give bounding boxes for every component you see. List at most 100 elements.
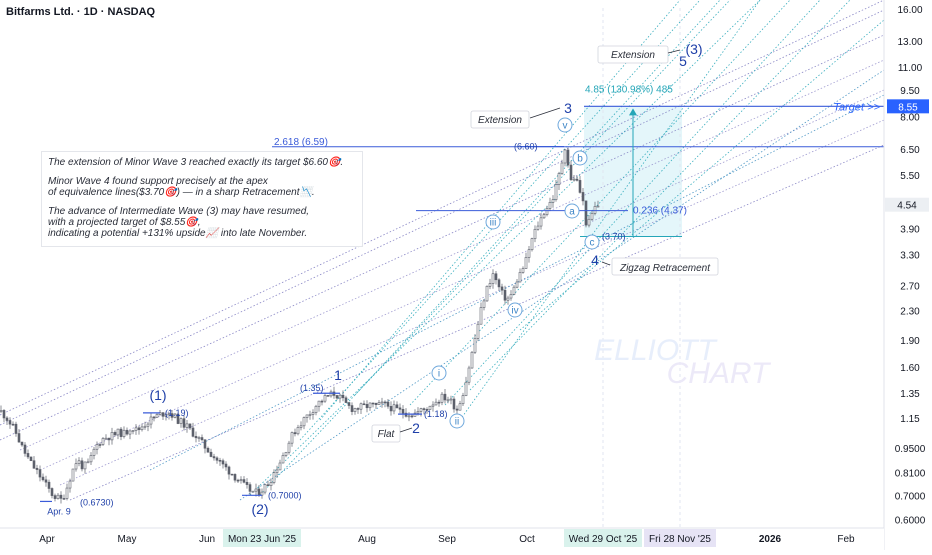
x-tick-label: 2026 (759, 534, 782, 545)
candle-body (497, 279, 501, 288)
price-label-4: (1.35) (300, 383, 324, 393)
candle-body (311, 412, 315, 415)
y-tick-label: 16.00 (897, 5, 922, 16)
candle-body (290, 432, 294, 444)
channel-line-13 (319, 0, 681, 421)
candle-body (431, 404, 435, 407)
candle-body (101, 438, 105, 445)
callout-label-4: Zigzag Retracement (619, 263, 711, 274)
candle-body (482, 300, 486, 308)
candle-body (419, 408, 423, 412)
candle-body (524, 257, 528, 269)
candle-body (209, 451, 213, 457)
candle-body (308, 414, 312, 416)
candle-body (272, 472, 276, 483)
candle-body (182, 418, 186, 428)
candle-body (443, 393, 447, 401)
candle-body (56, 494, 60, 499)
candle-body (398, 407, 402, 410)
candle-body (233, 474, 237, 481)
channel-line-11 (259, 0, 731, 496)
wave-label-v: v (563, 121, 568, 132)
wave-circle-v (557, 117, 573, 133)
candle-body (119, 428, 123, 437)
chart-title: Bitfarms Ltd. · 1D · NASDAQ (6, 6, 156, 18)
candle-body (23, 444, 27, 454)
candle-body (275, 469, 279, 473)
watermark-line-2: CHART (667, 357, 772, 390)
candle-body (59, 494, 63, 499)
candle-body (461, 395, 465, 405)
candle-body (281, 455, 285, 464)
candle-body (392, 404, 396, 412)
price-label-1: (0.6730) (80, 497, 114, 507)
candle-body (500, 286, 504, 291)
candle-body (503, 289, 507, 301)
candle-body (377, 402, 381, 405)
channel-line-8 (149, 94, 885, 471)
watermark-line-1: ELLIOTT (594, 334, 718, 367)
candle-body (590, 213, 594, 220)
candle-body (242, 479, 246, 483)
candle-body (440, 393, 444, 403)
wave-label-iii: iii (490, 218, 497, 229)
candle-body (479, 307, 483, 325)
channel-line-14 (354, 0, 721, 396)
x-tick-label: Jun (199, 534, 215, 545)
candle-body (596, 205, 600, 208)
candle-body (587, 218, 591, 226)
candle-body (266, 484, 270, 487)
candle-body (191, 427, 195, 437)
candle-body (374, 402, 378, 405)
y-tick-label: 2.30 (900, 306, 920, 317)
y-tick-label: 1.60 (900, 363, 920, 374)
candle-body (29, 456, 33, 462)
wave-label-b: b (577, 154, 583, 165)
candle-body (128, 430, 132, 435)
y-tick-label: 5.50 (900, 171, 920, 182)
x-highlight-box-1 (223, 529, 301, 547)
candle-body (125, 429, 129, 435)
price-label-7: (3.70) (602, 232, 626, 242)
candle-body (8, 420, 12, 425)
candle-body (530, 238, 534, 251)
candle-body (104, 437, 108, 440)
y-tick-label: 0.8100 (895, 469, 926, 480)
candle-body (17, 433, 21, 443)
candle-body (194, 436, 198, 439)
channel-line-9 (239, 69, 885, 501)
candle-body (284, 451, 288, 456)
candle-body (143, 425, 147, 428)
channel-line-4 (19, 59, 885, 451)
candle-body (197, 437, 201, 439)
projection-label: 4.85 (130.98%) 485 (585, 84, 673, 95)
candle-body (14, 423, 18, 434)
fib-label-0236: 0.236 (4.37) (633, 206, 687, 217)
wave-circle-b (572, 150, 588, 166)
candle-body (71, 468, 75, 482)
candle-body (269, 482, 273, 486)
y-tick-label: 9.50 (900, 86, 920, 97)
candle-body (314, 405, 318, 413)
candle-body (557, 173, 561, 185)
candle-body (359, 403, 363, 410)
channel-line-19 (519, 19, 885, 331)
candle-body (527, 249, 531, 258)
candle-body (464, 381, 468, 396)
candle-body (407, 415, 411, 418)
wave-label-iv: iv (511, 306, 518, 317)
candle-body (107, 437, 111, 441)
candle-body (77, 460, 81, 465)
candle-body (365, 404, 369, 409)
price-axis-bg (884, 0, 932, 550)
candle-body (536, 225, 540, 230)
candle-body (245, 481, 249, 485)
y-tick-label: 1.15 (900, 414, 920, 425)
price-label-3: (0.7000) (268, 490, 302, 500)
wave-label-2: 2 (412, 420, 420, 436)
candle-body (227, 466, 231, 475)
callout-box-4 (611, 257, 719, 276)
candle-body (131, 430, 135, 432)
